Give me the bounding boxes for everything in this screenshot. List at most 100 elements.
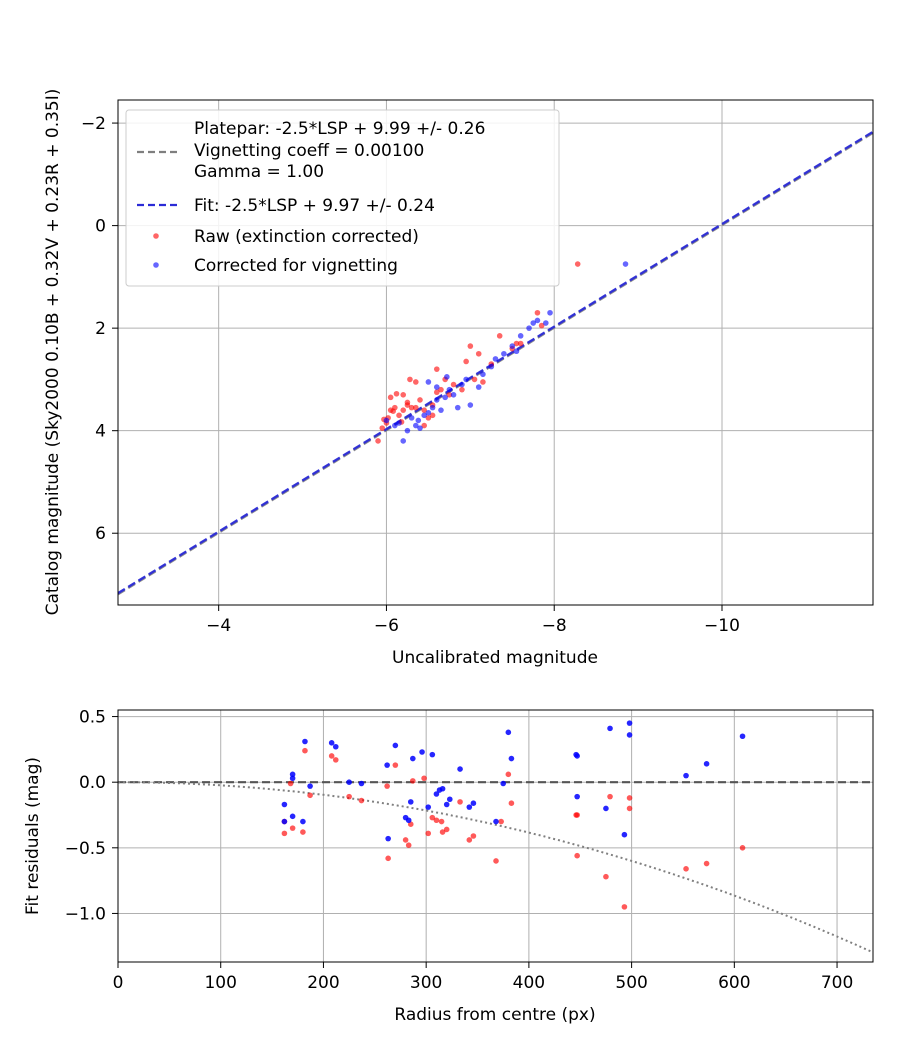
raw-residual-point — [289, 825, 296, 831]
bottom-grid — [117, 710, 873, 962]
raw-residual-point — [621, 904, 628, 910]
bottom-plot-area — [118, 720, 873, 954]
corrected-point — [425, 379, 432, 385]
raw-residual-point — [683, 866, 689, 872]
raw-point — [463, 358, 469, 365]
raw-residual-point — [287, 780, 294, 787]
raw-residual-point — [626, 795, 633, 801]
corrected-point — [404, 427, 411, 434]
corrected-residual-point — [683, 772, 689, 779]
corrected-residual-point — [626, 732, 633, 738]
raw-point — [513, 340, 520, 347]
corrected-residual-point — [466, 804, 473, 810]
top-x-tick-label: −10 — [704, 616, 740, 636]
residuals-chart: 0 100 200 300 400 500 600 700 0.5 0.0 −0.5 −1.0 Rad… — [23, 708, 874, 1025]
raw-residual-point — [493, 858, 499, 864]
raw-point — [450, 381, 457, 388]
corrected-point — [421, 412, 427, 419]
corrected-residual-point — [607, 725, 613, 732]
corrected-point — [501, 350, 507, 357]
raw-point — [400, 391, 407, 398]
corrected-residual-point — [493, 818, 499, 825]
corrected-point — [442, 394, 448, 401]
raw-residual-point — [607, 793, 613, 800]
top-y-tick-label: −2 — [81, 114, 106, 134]
corrected-residual-point — [302, 738, 308, 745]
top-x-tick-label: −4 — [206, 616, 231, 636]
top-y-tick-label: 2 — [95, 319, 106, 339]
top-x-axis-label: Uncalibrated magnitude — [392, 648, 598, 668]
corrected-residual-point — [439, 785, 446, 792]
top-plot-area — [118, 130, 873, 596]
corrected-residual-point — [405, 817, 412, 824]
raw-residual-point — [410, 778, 416, 784]
corrected-point — [446, 386, 453, 393]
raw-residual-point — [505, 771, 512, 778]
bottom-x-tick-label: 300 — [410, 973, 442, 993]
legend-raw-marker — [153, 233, 159, 239]
corrected-residual-point — [505, 729, 512, 736]
corrected-point — [509, 343, 516, 349]
corrected-residual-point — [621, 831, 628, 838]
corrected-point — [480, 371, 486, 378]
corrected-point — [444, 374, 450, 380]
corrected-point — [383, 417, 390, 424]
corrected-residual-point — [429, 751, 436, 758]
corrected-residual-point — [508, 755, 515, 762]
corrected-residual-point — [281, 801, 288, 808]
corrected-residual-point — [407, 799, 414, 805]
raw-point — [471, 376, 478, 383]
bottom-axes-frame — [117, 709, 874, 963]
bottom-x-tick-label: 200 — [307, 973, 339, 993]
raw-point — [413, 404, 419, 411]
raw-point — [421, 422, 427, 429]
corrected-point — [433, 384, 440, 390]
raw-point — [438, 386, 444, 393]
bottom-x-tick-label: 400 — [513, 973, 545, 993]
corrected-residual-point — [626, 720, 633, 726]
bottom-y-tick-label: 0.0 — [79, 773, 106, 793]
raw-residual-point — [438, 818, 445, 825]
raw-point — [480, 379, 486, 385]
corrected-point — [547, 309, 553, 316]
raw-residual-point — [307, 792, 313, 799]
corrected-residual-point — [470, 800, 477, 806]
raw-point — [390, 408, 396, 415]
raw-residual-point — [429, 814, 436, 821]
bottom-ticks: 0 100 200 300 400 500 600 700 0.5 0.0 −0.5 −1.0 — [65, 708, 854, 993]
raw-point — [375, 438, 381, 444]
top-y-tick-label: 4 — [95, 422, 106, 442]
raw-residual-point — [603, 873, 609, 880]
vignetting-curve — [118, 781, 873, 954]
corrected-point — [530, 320, 537, 326]
corrected-residual-point — [443, 801, 450, 808]
raw-residual-point — [402, 837, 409, 843]
raw-point — [467, 343, 474, 349]
calibration-chart: −4 −6 −8 −10 −2 0 2 4 6 Uncalibrated magnitude C… — [43, 89, 874, 668]
raw-residual-point — [384, 783, 390, 789]
top-x-tick-label: −8 — [542, 616, 567, 636]
corrected-residual-point — [425, 804, 432, 810]
top-x-tick-label: −6 — [374, 616, 399, 636]
raw-residual-point — [385, 855, 391, 862]
raw-point — [417, 397, 423, 403]
raw-point — [408, 404, 415, 411]
corrected-point — [513, 348, 520, 355]
raw-residual-point — [332, 757, 339, 763]
corrected-point — [413, 422, 419, 429]
raw-point — [396, 412, 402, 419]
corrected-point — [450, 391, 457, 398]
raw-point — [496, 333, 503, 339]
legend-box — [125, 109, 560, 287]
corrected-residual-point — [307, 783, 313, 789]
legend-fit-label: Fit: -2.5*LSP + 9.97 +/- 0.24 — [194, 196, 435, 216]
corrected-residual-point — [281, 818, 288, 825]
raw-residual-point — [470, 833, 477, 839]
raw-residual-point — [392, 762, 399, 768]
legend-platepar-label: Platepar: -2.5*LSP + 9.99 +/- 0.26 Vigne… — [194, 119, 491, 182]
legend: Platepar: -2.5*LSP + 9.99 +/- 0.26 Vigne… — [125, 109, 560, 287]
raw-residual-point — [405, 842, 412, 848]
raw-residual-point — [300, 829, 306, 835]
fit-line — [118, 130, 873, 595]
